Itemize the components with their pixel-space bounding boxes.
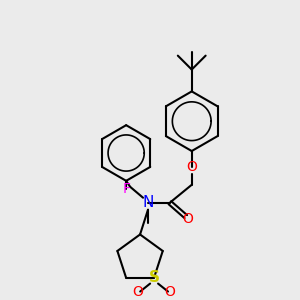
Text: N: N	[142, 195, 154, 210]
Text: F: F	[122, 182, 130, 196]
Text: O: O	[182, 212, 193, 226]
Text: O: O	[164, 284, 175, 298]
Text: O: O	[186, 160, 197, 174]
Text: O: O	[133, 284, 144, 298]
Text: S: S	[148, 270, 160, 285]
